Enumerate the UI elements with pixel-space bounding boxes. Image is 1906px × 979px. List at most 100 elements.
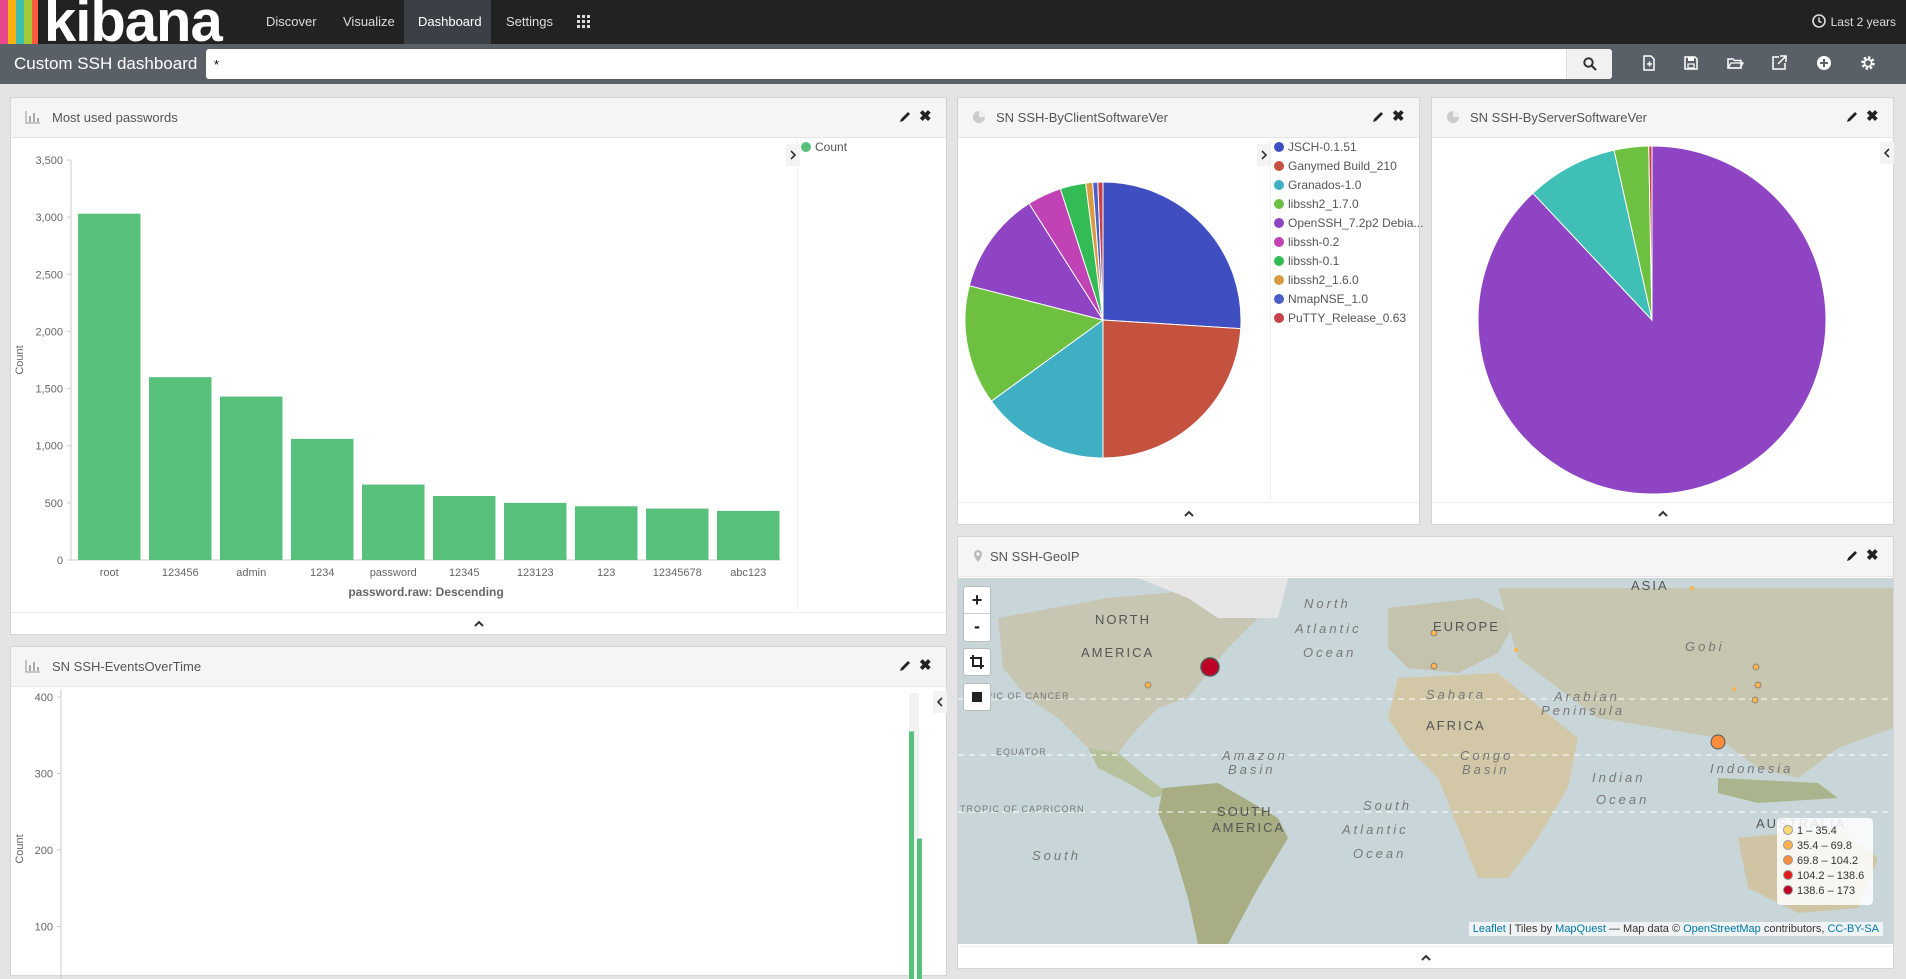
crop-button[interactable] — [963, 648, 991, 676]
apps-grid-icon[interactable] — [566, 0, 602, 44]
close-icon[interactable]: ✖ — [1392, 108, 1405, 125]
edit-pencil-icon[interactable] — [1845, 549, 1859, 563]
bar[interactable] — [220, 396, 283, 560]
clock-icon — [1811, 14, 1826, 28]
legend-item[interactable]: Ganymed Build_210 — [1274, 159, 1397, 173]
bar[interactable] — [149, 377, 212, 560]
bar[interactable] — [504, 502, 567, 560]
pie-slice[interactable] — [1102, 319, 1242, 459]
legend-toggle-icon[interactable] — [1880, 142, 1894, 164]
bar[interactable] — [78, 213, 141, 560]
chevron-up-icon[interactable] — [1182, 507, 1196, 521]
map-label: Ocean — [1353, 846, 1407, 861]
bar[interactable] — [362, 484, 425, 560]
map-label: Basin — [1228, 762, 1276, 777]
open-folder-icon[interactable] — [1726, 54, 1744, 72]
save-icon[interactable] — [1682, 54, 1700, 72]
search-input[interactable] — [214, 54, 1564, 74]
legend-item[interactable]: libssh-0.2 — [1274, 235, 1339, 249]
bar[interactable] — [646, 508, 709, 560]
panel-footer — [1432, 502, 1893, 524]
pie-slice[interactable] — [1102, 181, 1242, 330]
legend-item[interactable]: Granados-1.0 — [1274, 178, 1361, 192]
add-panel-icon[interactable] — [1815, 54, 1833, 72]
panel-by-server-software: SN SSH-ByServerSoftwareVer ✖ — [1431, 97, 1894, 525]
pie-slice[interactable] — [1097, 181, 1104, 321]
pie-slice[interactable] — [990, 319, 1104, 459]
legend-swatch — [1274, 237, 1284, 247]
pie-slice[interactable] — [964, 285, 1105, 402]
pie-slice[interactable] — [1648, 145, 1653, 321]
bar[interactable] — [291, 438, 354, 560]
world-map[interactable]: NORTH AMERICA SOUTH AMERICA EUROPE ASIA … — [958, 578, 1893, 944]
pie-slice[interactable] — [1532, 149, 1653, 322]
legend-swatch — [1274, 142, 1284, 152]
zoom-in-button[interactable]: + — [964, 587, 990, 614]
legend-swatch — [1783, 825, 1793, 835]
leaflet-link[interactable]: Leaflet — [1472, 923, 1506, 935]
share-icon[interactable] — [1770, 54, 1788, 72]
legend-swatch — [1274, 180, 1284, 190]
legend-item[interactable]: libssh2_1.6.0 — [1274, 273, 1359, 287]
edit-pencil-icon[interactable] — [1845, 110, 1859, 124]
tab-visualize[interactable]: Visualize — [343, 14, 395, 29]
legend-toggle-icon[interactable] — [786, 144, 800, 166]
edit-pencil-icon[interactable] — [898, 110, 912, 124]
edit-pencil-icon[interactable] — [898, 659, 912, 673]
edit-pencil-icon[interactable] — [1371, 110, 1385, 124]
draw-rectangle-button[interactable] — [963, 683, 991, 711]
legend-swatch — [1783, 840, 1793, 850]
legend-toggle-icon[interactable] — [933, 691, 947, 713]
search-button[interactable] — [1566, 49, 1612, 79]
chevron-up-icon[interactable] — [472, 617, 486, 631]
attribution-text: contributors, — [1763, 923, 1825, 935]
close-icon[interactable]: ✖ — [919, 657, 932, 674]
legend-swatch — [1783, 885, 1793, 895]
legend-item[interactable]: OpenSSH_7.2p2 Debia... — [1274, 216, 1423, 230]
chevron-up-icon[interactable] — [1656, 507, 1670, 521]
new-dashboard-icon[interactable] — [1640, 54, 1658, 72]
bar-chart-icon — [25, 660, 40, 673]
bar[interactable] — [917, 838, 922, 979]
osm-link[interactable]: OpenStreetMap — [1683, 923, 1761, 935]
map-label: Atlantic — [1295, 621, 1362, 636]
bar[interactable] — [433, 496, 496, 560]
kibana-logo[interactable]: kibana — [0, 0, 240, 44]
square-icon — [972, 692, 982, 702]
chevron-up-icon[interactable] — [1419, 951, 1433, 965]
legend-item[interactable]: libssh-0.1 — [1274, 254, 1339, 268]
license-link[interactable]: CC-BY-SA — [1827, 923, 1879, 935]
legend-item[interactable]: libssh2_1.7.0 — [1274, 197, 1359, 211]
close-icon[interactable]: ✖ — [919, 108, 932, 125]
map-attribution: Leaflet | Tiles by MapQuest — Map data ©… — [1468, 922, 1883, 936]
close-icon[interactable]: ✖ — [1866, 547, 1879, 564]
map-label: South — [1032, 848, 1081, 863]
bar[interactable] — [909, 731, 914, 979]
legend-toggle-icon[interactable] — [1257, 144, 1271, 166]
legend-swatch — [1274, 313, 1284, 323]
mapquest-link[interactable]: MapQuest — [1555, 923, 1606, 935]
legend-item[interactable]: Count — [801, 140, 847, 154]
tab-dashboard[interactable]: Dashboard — [404, 0, 491, 44]
bar[interactable] — [575, 506, 638, 560]
gear-icon[interactable] — [1859, 54, 1877, 72]
map-point[interactable] — [1200, 657, 1220, 677]
tab-discover[interactable]: Discover — [266, 14, 317, 29]
tab-settings[interactable]: Settings — [506, 14, 553, 29]
legend-item[interactable]: PuTTY_Release_0.63 — [1274, 311, 1406, 325]
pie-chart-icon — [973, 111, 985, 123]
legend-item[interactable]: JSCH-0.1.51 — [1274, 140, 1357, 154]
close-icon[interactable]: ✖ — [1866, 108, 1879, 125]
legend-swatch — [1783, 870, 1793, 880]
bar[interactable] — [717, 510, 780, 560]
time-picker[interactable]: Last 2 years — [1811, 0, 1896, 44]
map-legend: 1 – 35.4 35.4 – 69.8 69.8 – 104.2 104.2 – 1… — [1777, 818, 1873, 905]
pie-slice[interactable] — [968, 202, 1105, 321]
map-tiles — [958, 578, 1893, 944]
map-point[interactable] — [1710, 734, 1726, 750]
map-label: Gobi — [1685, 639, 1725, 654]
query-bar — [206, 49, 1612, 79]
legend-item[interactable]: NmapNSE_1.0 — [1274, 292, 1368, 306]
map-label: ASIA — [1631, 578, 1669, 593]
zoom-out-button[interactable]: - — [974, 616, 980, 636]
